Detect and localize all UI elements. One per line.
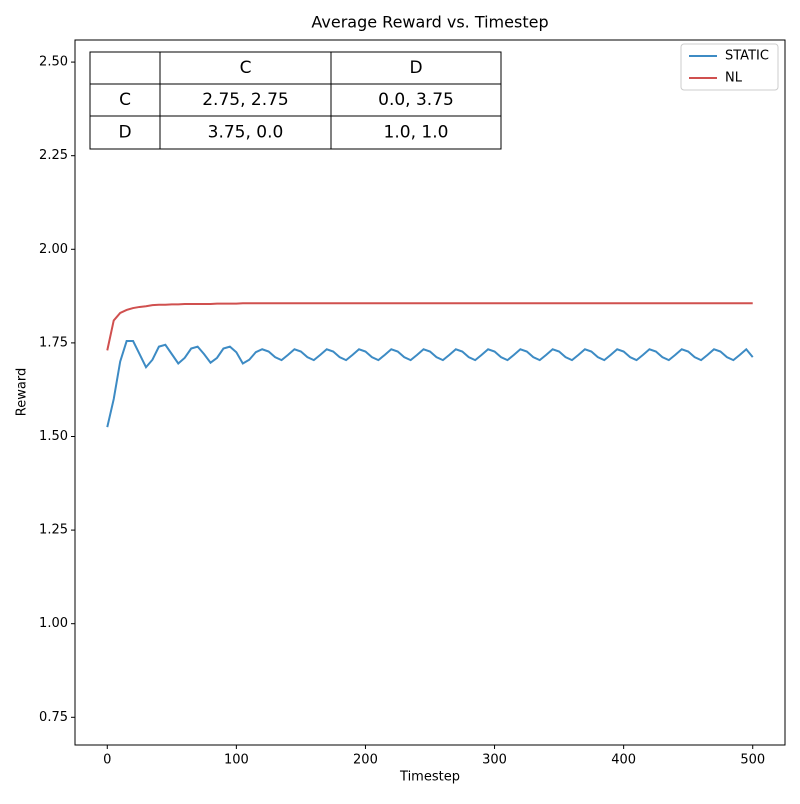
table-header: C	[240, 58, 252, 78]
x-axis-label: Timestep	[399, 770, 460, 785]
y-axis-label: Reward	[15, 368, 30, 416]
table-cell: 1.0, 1.0	[384, 123, 449, 143]
y-tick-label: 1.50	[39, 429, 68, 444]
table-cell: 0.0, 3.75	[378, 90, 454, 110]
y-tick-label: 1.75	[39, 335, 68, 350]
chart-title: Average Reward vs. Timestep	[311, 13, 548, 32]
legend-label: NL	[725, 71, 743, 86]
series-line	[106, 340, 754, 428]
table-header: D	[409, 58, 422, 78]
plot-frame	[74, 39, 786, 746]
x-tick-label: 300	[482, 753, 507, 768]
x-tick-label: 0	[103, 753, 111, 768]
table-row-label: D	[118, 123, 131, 143]
legend-label: STATIC	[725, 49, 769, 64]
y-tick-label: 2.00	[39, 242, 68, 257]
table-bg	[89, 51, 502, 150]
y-tick-label: 2.25	[39, 148, 68, 163]
y-tick-label: 2.50	[39, 55, 68, 70]
x-tick-label: 100	[224, 753, 249, 768]
y-tick-label: 0.75	[39, 710, 68, 725]
table-row-label: C	[119, 90, 131, 110]
y-tick-label: 1.00	[39, 616, 68, 631]
series-line	[106, 302, 753, 351]
x-tick-label: 200	[353, 753, 378, 768]
y-tick-label: 1.25	[39, 523, 68, 538]
table-cell: 3.75, 0.0	[208, 123, 284, 143]
payoff-table: C DC 2.75, 2.75 0.0, 3.75D 3.75, 0.0 1.0, 1.0	[89, 51, 502, 150]
table-cell: 2.75, 2.75	[202, 90, 289, 110]
x-tick-label: 400	[611, 753, 636, 768]
x-tick-label: 500	[740, 753, 765, 768]
